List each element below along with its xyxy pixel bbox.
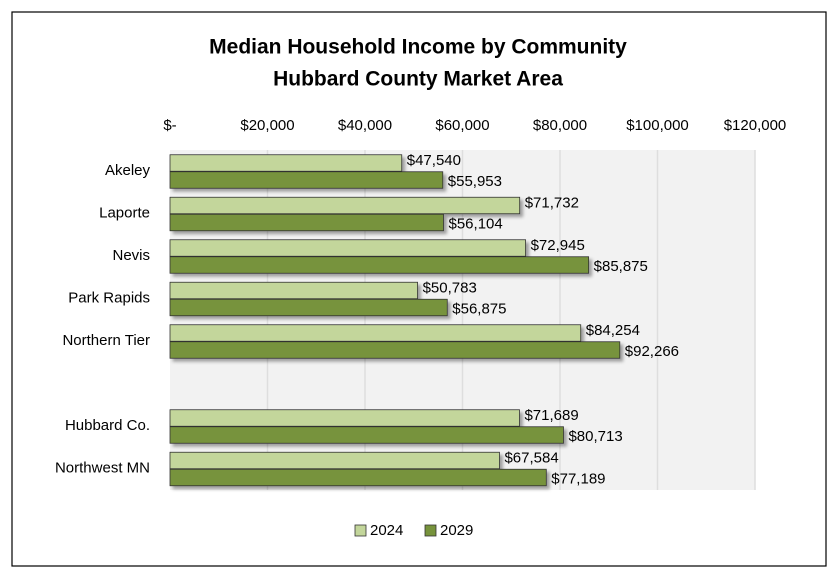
y-tick-label: Laporte [99, 205, 150, 222]
bar [169, 281, 418, 300]
x-tick-label: $120,000 [724, 117, 787, 134]
x-tick-label: $- [163, 117, 176, 134]
bar [169, 409, 520, 427]
y-tick-label: Park Rapids [68, 290, 150, 307]
x-tick-label: $20,000 [240, 117, 294, 134]
x-tick-label: $100,000 [626, 117, 689, 134]
y-tick-label: Hubbard Co. [65, 417, 150, 434]
legend-swatch [424, 524, 437, 537]
data-label: $50,783 [423, 279, 477, 296]
data-label: $71,689 [524, 407, 578, 424]
bar [169, 341, 621, 359]
bar [169, 154, 403, 172]
data-label: $67,584 [504, 449, 558, 466]
bar [169, 324, 582, 342]
bar [169, 196, 521, 215]
data-label: $56,875 [452, 300, 506, 317]
legend-label: 2024 [370, 522, 403, 539]
bar [169, 426, 564, 444]
chart-subtitle: Hubbard County Market Area [273, 68, 563, 91]
bar [169, 468, 547, 487]
legend-label: 2029 [440, 522, 473, 539]
legend-swatch [354, 524, 367, 537]
x-tick-label: $80,000 [533, 117, 587, 134]
y-tick-label: Northwest MN [55, 460, 150, 477]
y-tick-label: Nevis [112, 247, 150, 264]
y-tick-label: Akeley [105, 162, 151, 179]
data-label: $56,104 [449, 215, 503, 232]
data-label: $92,266 [625, 343, 679, 360]
x-tick-label: $40,000 [338, 117, 392, 134]
bar [169, 451, 500, 470]
bar [169, 239, 527, 257]
data-label: $80,713 [568, 428, 622, 445]
bar [169, 256, 590, 274]
data-label: $55,953 [448, 173, 502, 190]
data-label: $84,254 [586, 322, 640, 339]
y-tick-label: Northern Tier [62, 332, 150, 349]
x-tick-label: $60,000 [435, 117, 489, 134]
data-label: $71,732 [525, 194, 579, 211]
data-label: $72,945 [531, 237, 585, 254]
data-label: $77,189 [551, 470, 605, 487]
bar [169, 298, 448, 317]
bar [169, 171, 444, 189]
chart-title: Median Household Income by Community [209, 36, 627, 59]
data-label: $47,540 [407, 152, 461, 169]
data-label: $85,875 [594, 258, 648, 275]
bar [169, 213, 444, 232]
